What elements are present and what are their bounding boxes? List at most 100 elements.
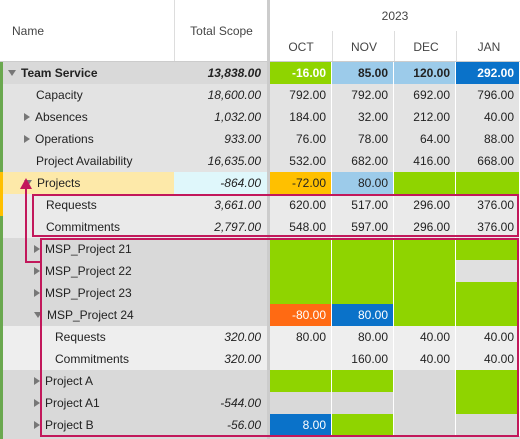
month-value-oct[interactable]: 76.00 — [270, 128, 332, 150]
month-value-jan[interactable]: 796.00 — [456, 84, 520, 106]
month-value-jan[interactable] — [456, 238, 520, 260]
collapse-caret-icon[interactable] — [8, 70, 16, 76]
grid-row-capacity[interactable]: Capacity 18,600.00 792.00 792.00 692.00 … — [0, 84, 520, 106]
column-header-name[interactable]: Name — [0, 0, 72, 62]
month-value-oct[interactable] — [270, 260, 332, 282]
month-value-jan[interactable]: 376.00 — [456, 194, 520, 216]
month-value-dec[interactable]: 212.00 — [394, 106, 456, 128]
month-value-dec[interactable]: 40.00 — [394, 326, 456, 348]
month-value-nov[interactable]: 597.00 — [332, 216, 394, 238]
expand-caret-icon[interactable] — [34, 267, 40, 275]
grid-row-msp-project-23[interactable]: MSP_Project 23 — [0, 282, 520, 304]
grid-row-team-service[interactable]: Team Service 13,838.00 -16.00 85.00 120.… — [0, 62, 520, 84]
month-value-dec[interactable]: 40.00 — [394, 348, 456, 370]
month-value-jan[interactable]: 376.00 — [456, 216, 520, 238]
month-value-oct[interactable] — [270, 238, 332, 260]
month-value-dec[interactable]: 692.00 — [394, 84, 456, 106]
month-header-nov[interactable]: NOV — [332, 31, 395, 62]
expand-caret-icon[interactable] — [34, 421, 40, 429]
month-value-nov[interactable]: 160.00 — [332, 348, 394, 370]
month-value-nov[interactable]: 80.00 — [332, 172, 394, 194]
grid-row-operations[interactable]: Operations 933.00 76.00 78.00 64.00 88.0… — [0, 128, 520, 150]
month-value-jan[interactable] — [456, 370, 520, 392]
month-value-jan[interactable]: 40.00 — [456, 106, 520, 128]
month-value-nov[interactable] — [332, 260, 394, 282]
month-value-oct[interactable]: 548.00 — [270, 216, 332, 238]
month-value-nov[interactable] — [332, 414, 394, 436]
month-header-jan[interactable]: JAN — [456, 31, 520, 62]
month-value-jan[interactable] — [456, 172, 520, 194]
grid-row-msp-project-24[interactable]: MSP_Project 24 -80.00 80.00 — [0, 304, 520, 326]
month-value-oct[interactable]: -72.00 — [270, 172, 332, 194]
expand-caret-icon[interactable] — [34, 377, 40, 385]
month-value-oct[interactable] — [270, 370, 332, 392]
grid-row-project-availability[interactable]: Project Availability 16,635.00 532.00 68… — [0, 150, 520, 172]
month-value-nov[interactable]: 682.00 — [332, 150, 394, 172]
month-value-jan[interactable]: 88.00 — [456, 128, 520, 150]
month-value-dec[interactable]: 64.00 — [394, 128, 456, 150]
month-value-nov[interactable] — [332, 238, 394, 260]
month-value-nov[interactable]: 792.00 — [332, 84, 394, 106]
month-value-oct[interactable]: 8.00 — [270, 414, 332, 436]
month-value-jan[interactable] — [456, 414, 520, 436]
month-value-jan[interactable] — [456, 282, 520, 304]
month-value-oct[interactable]: 184.00 — [270, 106, 332, 128]
month-value-dec[interactable] — [394, 414, 456, 436]
month-value-nov[interactable] — [332, 370, 394, 392]
month-value-dec[interactable]: 120.00 — [394, 62, 456, 84]
month-value-dec[interactable]: 296.00 — [394, 194, 456, 216]
grid-row-msp-24-requests[interactable]: Requests 320.00 80.00 80.00 40.00 40.00 — [0, 326, 520, 348]
expand-caret-icon[interactable] — [24, 113, 30, 121]
month-value-jan[interactable]: 40.00 — [456, 348, 520, 370]
grid-row-msp-24-commitments[interactable]: Commitments 320.00 160.00 40.00 40.00 — [0, 348, 520, 370]
month-value-dec[interactable] — [394, 392, 456, 414]
grid-row-projects[interactable]: Projects -864.00 -72.00 80.00 — [0, 172, 520, 194]
month-value-nov[interactable] — [332, 392, 394, 414]
month-value-oct[interactable]: 532.00 — [270, 150, 332, 172]
month-value-dec[interactable] — [394, 238, 456, 260]
month-value-nov[interactable]: 85.00 — [332, 62, 394, 84]
month-value-nov[interactable]: 80.00 — [332, 304, 394, 326]
expand-caret-icon[interactable] — [34, 399, 40, 407]
month-value-nov[interactable]: 517.00 — [332, 194, 394, 216]
month-header-dec[interactable]: DEC — [394, 31, 457, 62]
month-value-nov[interactable] — [332, 282, 394, 304]
month-value-nov[interactable]: 78.00 — [332, 128, 394, 150]
collapse-caret-icon[interactable] — [34, 312, 42, 318]
grid-row-msp-project-22[interactable]: MSP_Project 22 — [0, 260, 520, 282]
month-value-dec[interactable] — [394, 260, 456, 282]
month-value-oct[interactable] — [270, 348, 332, 370]
month-value-jan[interactable] — [456, 304, 520, 326]
month-value-dec[interactable]: 416.00 — [394, 150, 456, 172]
grid-row-project-a1[interactable]: Project A1 -544.00 — [0, 392, 520, 414]
month-value-oct[interactable]: 792.00 — [270, 84, 332, 106]
month-value-jan[interactable] — [456, 392, 520, 414]
frozen-column-divider[interactable] — [267, 0, 270, 439]
month-header-oct[interactable]: OCT — [270, 31, 332, 62]
month-value-oct[interactable]: 620.00 — [270, 194, 332, 216]
month-value-dec[interactable] — [394, 282, 456, 304]
month-value-jan[interactable]: 292.00 — [456, 62, 520, 84]
grid-row-commitments[interactable]: Commitments 2,797.00 548.00 597.00 296.0… — [0, 216, 520, 238]
month-value-nov[interactable]: 32.00 — [332, 106, 394, 128]
month-value-dec[interactable] — [394, 370, 456, 392]
month-value-oct[interactable]: 80.00 — [270, 326, 332, 348]
month-value-oct[interactable]: -80.00 — [270, 304, 332, 326]
grid-row-requests[interactable]: Requests 3,661.00 620.00 517.00 296.00 3… — [0, 194, 520, 216]
grid-row-msp-project-21[interactable]: MSP_Project 21 — [0, 238, 520, 260]
grid-row-project-b[interactable]: Project B -56.00 8.00 — [0, 414, 520, 439]
expand-caret-icon[interactable] — [34, 289, 40, 297]
month-value-oct[interactable] — [270, 392, 332, 414]
expand-caret-icon[interactable] — [24, 135, 30, 143]
month-value-jan[interactable]: 40.00 — [456, 326, 520, 348]
month-value-nov[interactable]: 80.00 — [332, 326, 394, 348]
month-value-dec[interactable] — [394, 172, 456, 194]
column-header-total-scope[interactable]: Total Scope — [174, 0, 268, 62]
grid-row-project-a[interactable]: Project A — [0, 370, 520, 392]
month-value-jan[interactable]: 668.00 — [456, 150, 520, 172]
month-value-dec[interactable]: 296.00 — [394, 216, 456, 238]
grid-row-absences[interactable]: Absences 1,032.00 184.00 32.00 212.00 40… — [0, 106, 520, 128]
expand-caret-icon[interactable] — [34, 245, 40, 253]
month-value-jan[interactable] — [456, 260, 520, 282]
month-value-dec[interactable] — [394, 304, 456, 326]
